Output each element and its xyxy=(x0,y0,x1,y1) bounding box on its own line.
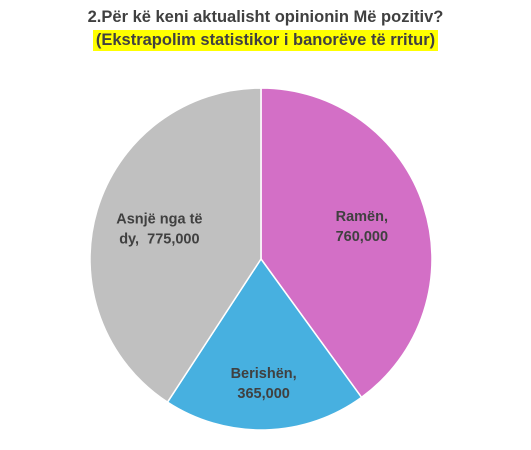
data-label-asnje-nga-te-dy: Asnjë nga të dy, 775,000 xyxy=(116,212,202,248)
chart-subtitle: (Ekstrapolim statistikor i banorëve të r… xyxy=(92,30,439,51)
title-area: 2.Për kë keni aktualisht opinionin Më po… xyxy=(0,6,531,51)
pie-slice-ramen xyxy=(260,87,433,399)
pie-slice-berishen xyxy=(166,257,363,431)
data-label-ramen: Ramën, 760,000 xyxy=(336,209,388,245)
chart-title: 2.Për kë keni aktualisht opinionin Më po… xyxy=(87,8,444,26)
pie-slice-asnje-nga-te-dy xyxy=(89,87,262,404)
data-label-berishen: Berishën, 365,000 xyxy=(231,366,297,402)
